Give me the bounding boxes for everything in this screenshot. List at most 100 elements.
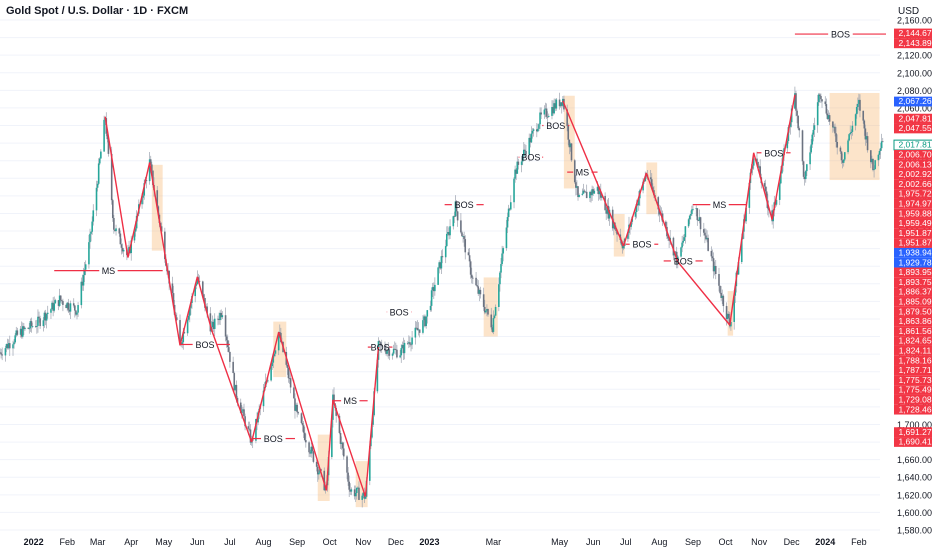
- candle-body: [118, 228, 121, 234]
- candle-body: [406, 342, 409, 344]
- candle-body: [824, 101, 827, 105]
- candle-body: [232, 361, 234, 374]
- price-badge-label: 2,006.70: [898, 150, 931, 160]
- candle-body: [430, 290, 433, 306]
- candle-body: [311, 446, 314, 452]
- candle-body: [850, 131, 853, 134]
- candle-body: [871, 158, 873, 163]
- candle-body: [423, 316, 425, 321]
- candle-body: [543, 109, 546, 115]
- candle-body: [569, 143, 572, 148]
- candle-body: [111, 200, 114, 219]
- candle-body: [825, 104, 828, 114]
- candle-body: [593, 190, 596, 194]
- candle-body: [843, 152, 846, 160]
- x-tick-label: Oct: [323, 537, 338, 547]
- highlight-zone: [273, 321, 287, 378]
- candle-body: [278, 332, 281, 333]
- candle-body: [751, 165, 754, 169]
- price-badge-label: 1,787.71: [898, 365, 931, 375]
- candle-body: [107, 139, 110, 154]
- y-tick-label: 1,660.00: [897, 455, 932, 465]
- candle-body: [532, 129, 535, 131]
- candle-body: [77, 305, 79, 313]
- highlight-zone: [483, 277, 498, 337]
- candle-body: [500, 264, 502, 273]
- candle-body: [98, 158, 101, 164]
- candle-body: [27, 327, 29, 329]
- candle-body: [455, 201, 458, 212]
- zigzag-structure: [104, 94, 796, 497]
- candle-body: [339, 432, 342, 444]
- price-badge-label: 1,951.87: [898, 238, 931, 248]
- candle-body: [516, 161, 519, 174]
- candle-body: [293, 387, 295, 399]
- price-badge-label: 1,959.88: [898, 208, 931, 218]
- structure-label: BOS: [632, 240, 651, 250]
- candle-body: [589, 191, 591, 199]
- candle-body: [812, 129, 815, 135]
- price-badge: [894, 427, 932, 438]
- price-badge-label: 2,143.89: [898, 38, 931, 48]
- candle-body: [288, 378, 291, 379]
- x-tick-label: Feb: [59, 537, 75, 547]
- candle-body: [95, 187, 98, 211]
- candle-body: [606, 205, 609, 214]
- candle-body: [385, 350, 387, 354]
- highlight-zone: [317, 434, 330, 501]
- price-badge: [894, 198, 932, 209]
- candle-body: [733, 295, 735, 322]
- candle-body: [835, 133, 837, 142]
- candle-body: [501, 253, 503, 265]
- y-tick-label: 2,080.00: [897, 86, 932, 96]
- candle-body: [487, 309, 489, 315]
- price-badge: [894, 28, 932, 39]
- candle-body: [635, 204, 638, 213]
- candle-body: [156, 190, 159, 207]
- candle-body: [90, 231, 92, 234]
- candle-body: [615, 229, 617, 231]
- price-badge: [894, 228, 932, 239]
- candle-body: [286, 364, 289, 368]
- candle-body: [517, 161, 520, 165]
- candle-body: [402, 344, 405, 354]
- candle-body: [821, 99, 823, 102]
- candle-body: [88, 242, 90, 265]
- candle-body: [145, 180, 148, 182]
- candle-body: [432, 287, 435, 292]
- candle-body: [621, 244, 624, 249]
- candle-body: [817, 94, 820, 103]
- candle-body: [706, 237, 708, 240]
- candle-body: [544, 108, 547, 110]
- price-badge: [894, 277, 932, 288]
- candle-body: [857, 103, 859, 107]
- candle-body: [583, 190, 586, 192]
- zigzag-segment: [196, 276, 213, 330]
- candle-body: [538, 124, 540, 129]
- candle-body: [775, 199, 778, 205]
- candle-body: [878, 150, 881, 155]
- candle-body: [862, 110, 865, 121]
- x-tick-label: Nov: [355, 537, 372, 547]
- candle-body: [695, 208, 698, 210]
- candle-body: [630, 221, 632, 227]
- candle-body: [21, 326, 24, 337]
- candle-body: [444, 246, 447, 258]
- candle-body: [187, 315, 190, 320]
- candle-body: [691, 209, 693, 215]
- zigzag-segment: [278, 331, 328, 491]
- candle-body: [4, 348, 7, 356]
- candle-body: [880, 141, 883, 149]
- candle-body: [680, 247, 682, 257]
- y-tick-label: 1,620.00: [897, 490, 932, 500]
- time-axis[interactable]: 2022 Feb Mar Apr May Jun Jul Aug Sep Oct Nov Dec 202…: [24, 537, 867, 547]
- candle-body: [400, 348, 403, 356]
- candle-body: [765, 191, 768, 201]
- x-tick-label: Apr: [124, 537, 138, 547]
- price-badge-label: 2,047.81: [898, 113, 931, 123]
- candle-body: [566, 109, 568, 127]
- candle-body: [341, 442, 344, 449]
- candle-body: [576, 186, 578, 188]
- candle-body: [528, 137, 531, 155]
